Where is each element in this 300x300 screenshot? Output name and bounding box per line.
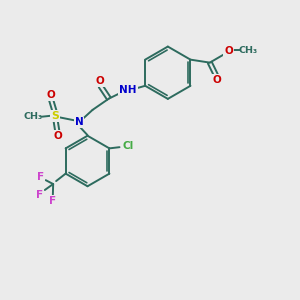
Text: O: O xyxy=(224,46,233,56)
Text: O: O xyxy=(53,131,62,141)
Text: CH₃: CH₃ xyxy=(238,46,257,55)
Text: O: O xyxy=(47,90,56,100)
Text: F: F xyxy=(37,172,44,182)
Text: O: O xyxy=(213,75,221,85)
Text: N: N xyxy=(75,117,84,128)
Text: CH₃: CH₃ xyxy=(23,112,42,121)
Text: O: O xyxy=(95,76,104,86)
Text: S: S xyxy=(51,111,59,121)
Text: F: F xyxy=(36,190,43,200)
Text: F: F xyxy=(49,196,56,206)
Text: NH: NH xyxy=(119,85,137,95)
Text: Cl: Cl xyxy=(122,141,134,151)
